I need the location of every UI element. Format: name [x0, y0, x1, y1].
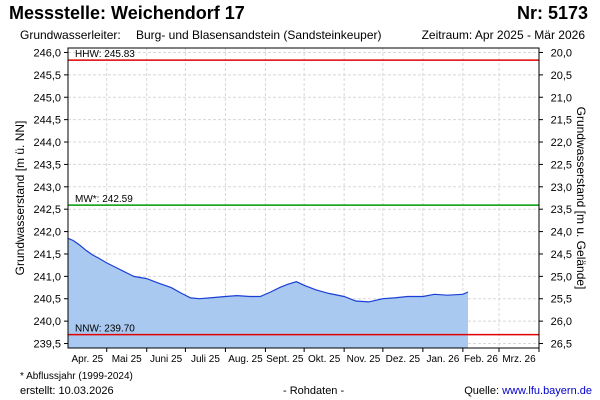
x-tick-label: Jan. 26: [426, 354, 459, 365]
y-right-tick-label: 22,5: [551, 159, 572, 171]
y-right-tick-label: 23,0: [551, 182, 572, 194]
reference-line-label: HHW: 245.83: [75, 49, 135, 60]
x-tick-label: Dez. 25: [386, 354, 421, 365]
y-right-tick-label: 22,0: [551, 137, 572, 149]
y-right-tick-label: 21,0: [551, 92, 572, 104]
x-tick-label: Juli 25: [191, 354, 220, 365]
reference-line-label: MW*: 242.59: [75, 194, 133, 205]
reference-lines: HHW: 245.83 MW*: 242.59 NNW: 239.70: [68, 49, 539, 336]
y-right-tick-label: 21,5: [551, 115, 572, 127]
plot-frame: [67, 47, 540, 349]
x-tick-label: Juni 25: [150, 354, 183, 365]
y-tick-label: 241,5: [33, 249, 61, 261]
x-tick-label: Feb. 26: [464, 354, 498, 365]
y-tick-label: 240,0: [33, 316, 61, 328]
aquifer-value: Burg- und Blasensandstein (Sandsteinkeup…: [136, 28, 382, 42]
y-tick-label: 244,5: [33, 115, 61, 127]
y-axis-left-title: Grundwasserstand [m ü. NN]: [13, 121, 27, 276]
y-tick-label: 243,0: [33, 182, 61, 194]
x-tick-label: Apr. 25: [72, 354, 104, 365]
x-tick-label: Aug. 25: [228, 354, 263, 365]
y-tick-label: 243,5: [33, 159, 61, 171]
y-right-tick-label: 25,0: [551, 271, 572, 283]
y-axis-left: 239,5 240,0 240,5 241,0 241,5 242,0 242,5 243,0…: [33, 47, 68, 351]
y-tick-label: 245,0: [33, 92, 61, 104]
x-tick-label: Okt. 25: [308, 354, 341, 365]
y-right-tick-label: 24,5: [551, 249, 572, 261]
reference-line-label: NNW: 239.70: [75, 324, 135, 335]
y-tick-label: 242,5: [33, 204, 61, 216]
x-axis: Apr. 25 Mai 25 Juni 25 Juli 25 Aug. 25 Sept. …: [72, 348, 540, 365]
raw-data-note: - Rohdaten -: [283, 385, 345, 397]
y-tick-label: 242,0: [33, 227, 61, 239]
x-tick-label: Mai 25: [112, 354, 142, 365]
footnote: * Abflussjahr (1999-2024): [20, 371, 133, 382]
y-tick-label: 246,0: [33, 47, 61, 59]
series-line: [67, 237, 469, 303]
y-tick-label: 239,5: [33, 339, 61, 351]
x-tick-label: Nov. 25: [347, 354, 381, 365]
source-label: Quelle:: [464, 385, 503, 397]
y-tick-label: 244,0: [33, 137, 61, 149]
source-note: Quelle: www.lfu.bayern.de: [464, 385, 592, 397]
y-tick-label: 245,5: [33, 70, 61, 82]
created-date: erstellt: 10.03.2026: [20, 385, 114, 397]
aquifer-label: Grundwasserleiter:: [20, 28, 121, 42]
x-tick-label: Mrz. 26: [502, 354, 536, 365]
y-right-tick-label: 20,5: [551, 70, 572, 82]
y-right-tick-label: 25,5: [551, 294, 572, 306]
y-right-tick-label: 23,5: [551, 204, 572, 216]
y-axis-right-title: Grundwasserstand [m u. Gelände]: [574, 107, 588, 290]
y-tick-label: 241,0: [33, 271, 61, 283]
x-tick-label: Sept. 25: [266, 354, 304, 365]
y-axis-right: 26,5 26,0 25,5 25,0 24,5 24,0 23,5 23,0 22,5 22,0…: [539, 47, 572, 351]
y-right-tick-label: 26,0: [551, 316, 572, 328]
period-label: Zeitraum: Apr 2025 - Mär 2026: [421, 28, 585, 42]
y-right-tick-label: 24,0: [551, 227, 572, 239]
source-link[interactable]: www.lfu.bayern.de: [502, 385, 592, 397]
y-tick-label: 240,5: [33, 294, 61, 306]
page-title: Messstelle: Weichendorf 17: [9, 3, 245, 23]
y-right-tick-label: 26,5: [551, 339, 572, 351]
y-right-tick-label: 20,0: [551, 47, 572, 59]
station-number: Nr: 5173: [516, 3, 588, 23]
